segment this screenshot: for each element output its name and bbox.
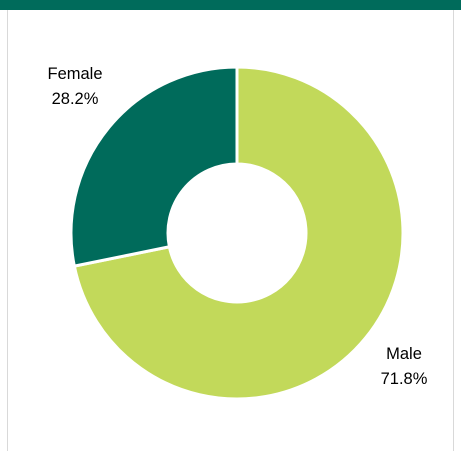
slice-female [69, 65, 239, 268]
header-bar [0, 0, 461, 10]
female-value-label: 28.2% [52, 90, 99, 108]
male-value-label: 71.8% [381, 370, 428, 388]
right-border [453, 10, 454, 451]
male-label: Male [386, 345, 422, 363]
left-border [7, 10, 8, 451]
slices-group [69, 65, 405, 401]
female-label: Female [47, 65, 102, 83]
slice-male [72, 65, 405, 401]
